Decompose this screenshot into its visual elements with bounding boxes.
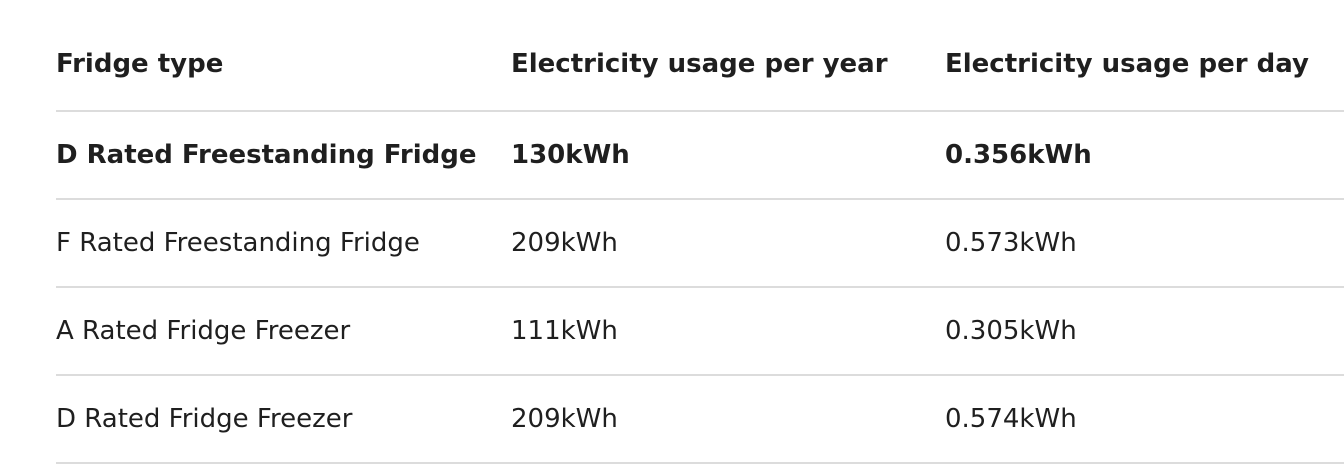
table-cell: 209kWh [511,375,945,464]
table-header: Fridge type Electricity usage per year Ele… [56,18,1344,112]
table-cell: A Rated Fridge Freezer [56,287,511,376]
table-cell: 111kWh [511,287,945,376]
table-cell: D Rated Fridge Freezer [56,375,511,464]
table-cell: 0.574kWh [945,375,1344,464]
table-row: D Rated Freestanding Fridge 130kWh 0.356kW… [56,111,1344,200]
table-cell: 0.305kWh [945,287,1344,376]
table-cell: 130kWh [511,111,945,200]
table-cell: 0.573kWh [945,199,1344,288]
table-cell: F Rated Freestanding Fridge [56,199,511,288]
table-cell: 209kWh [511,199,945,288]
table-row: A Rated Fridge Freezer 111kWh 0.305kWh [56,287,1344,376]
column-header: Fridge type [56,18,511,112]
column-header: Electricity usage per year [511,18,945,112]
table-row: F Rated Freestanding Fridge 209kWh 0.573kW… [56,199,1344,288]
column-header: Electricity usage per day [945,18,1344,112]
table-body: D Rated Freestanding Fridge 130kWh 0.356kW… [56,111,1344,464]
table-cell: 0.356kWh [945,111,1344,200]
usage-table: Fridge type Electricity usage per year Ele… [56,18,1344,464]
table-row: D Rated Fridge Freezer 209kWh 0.574kWh [56,375,1344,464]
header-row: Fridge type Electricity usage per year Ele… [56,18,1344,112]
table-cell: D Rated Freestanding Fridge [56,111,511,200]
